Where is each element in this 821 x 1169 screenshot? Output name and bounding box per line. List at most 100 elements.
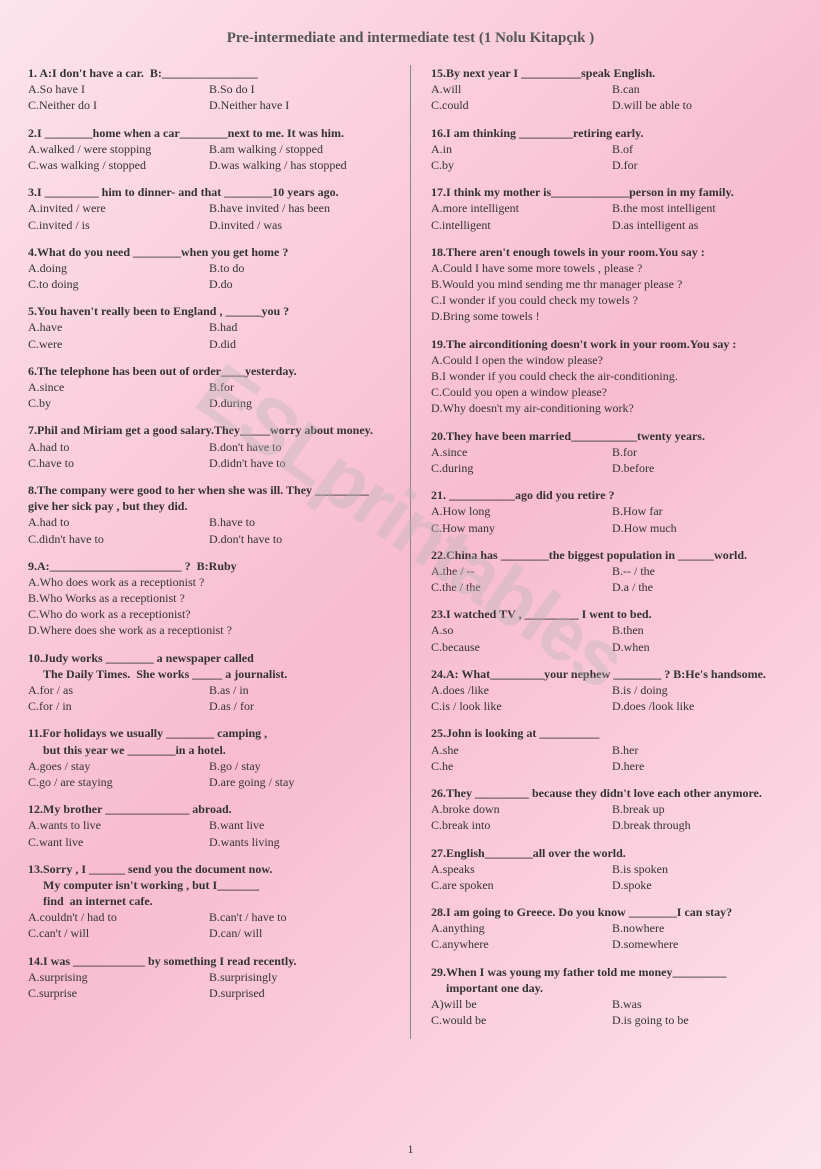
option: A.So have I (28, 81, 209, 97)
option: A.since (28, 379, 209, 395)
option: B.as / in (209, 682, 390, 698)
columns-container: 1. A:I don't have a car. B:_____________… (28, 65, 793, 1039)
option: D.invited / was (209, 217, 390, 233)
question: 18.There aren't enough towels in your ro… (431, 244, 793, 325)
option: B.then (612, 622, 793, 638)
option-row: C.becauseD.when (431, 639, 793, 655)
question: 3.I _________ him to dinner- and that __… (28, 184, 390, 233)
option: C.was walking / stopped (28, 157, 209, 173)
option: C.surprise (28, 985, 209, 1001)
option: C.Could you open a window please? (431, 384, 607, 400)
question-options: A.How longB.How farC.How manyD.How much (431, 503, 793, 535)
option-row: A.had toB.don't have to (28, 439, 390, 455)
option: D.Why doesn't my air-conditioning work? (431, 400, 634, 416)
question-stem: 3.I _________ him to dinner- and that __… (28, 184, 390, 200)
question-stem: 17.I think my mother is_____________pers… (431, 184, 793, 200)
option-row: B.Would you mind sending me thr manager … (431, 276, 793, 292)
question: 20.They have been married___________twen… (431, 428, 793, 477)
option: C.break into (431, 817, 612, 833)
option-row: B.Who Works as a receptionist ? (28, 590, 390, 606)
question-options: A.So have IB.So do IC.Neither do ID.Neit… (28, 81, 390, 113)
option: B.her (612, 742, 793, 758)
option: C.for / in (28, 698, 209, 714)
option: B.So do I (209, 81, 390, 97)
left-column: 1. A:I don't have a car. B:_____________… (28, 65, 390, 1039)
question: 17.I think my mother is_____________pers… (431, 184, 793, 233)
option: A.more intelligent (431, 200, 612, 216)
option: A.for / as (28, 682, 209, 698)
question: 11.For holidays we usually ________ camp… (28, 725, 390, 790)
option: C.to doing (28, 276, 209, 292)
option: C.didn't have to (28, 531, 209, 547)
option: A.the / -- (431, 563, 612, 579)
option-row: A.anythingB.nowhere (431, 920, 793, 936)
option-row: C.to doingD.do (28, 276, 390, 292)
option-row: A.sheB.her (431, 742, 793, 758)
option: D.wants living (209, 834, 390, 850)
question-stem: 29.When I was young my father told me mo… (431, 964, 793, 996)
option: C.are spoken (431, 877, 612, 893)
option: C.could (431, 97, 612, 113)
question-options: A.Could I open the window please?B.I won… (431, 352, 793, 417)
option-row: C.break intoD.break through (431, 817, 793, 833)
question: 29.When I was young my father told me mo… (431, 964, 793, 1029)
option: B.for (612, 444, 793, 460)
option-row: A.haveB.had (28, 319, 390, 335)
option: D.didn't have to (209, 455, 390, 471)
option-row: C.Neither do ID.Neither have I (28, 97, 390, 113)
question: 24.A: What_________your nephew ________ … (431, 666, 793, 715)
option-row: C.the / theD.a / the (431, 579, 793, 595)
question-stem: 11.For holidays we usually ________ camp… (28, 725, 390, 757)
option: A.invited / were (28, 200, 209, 216)
question: 5.You haven't really been to England , _… (28, 303, 390, 352)
option: D.for (612, 157, 793, 173)
option: A.so (431, 622, 612, 638)
option: A.goes / stay (28, 758, 209, 774)
option: D.do (209, 276, 390, 292)
option-row: A.speaksB.is spoken (431, 861, 793, 877)
option-row: C.I wonder if you could check my towels … (431, 292, 793, 308)
option: C.want live (28, 834, 209, 850)
question: 15.By next year I __________speak Englis… (431, 65, 793, 114)
question-stem: 12.My brother ______________ abroad. (28, 801, 390, 817)
option: C.he (431, 758, 612, 774)
option: B.-- / the (612, 563, 793, 579)
option: C.were (28, 336, 209, 352)
option-row: A.So have IB.So do I (28, 81, 390, 97)
question-stem: 19.The airconditioning doesn't work in y… (431, 336, 793, 352)
option-row: D.Where does she work as a receptionist … (28, 622, 390, 638)
option-row: A.does /likeB.is / doing (431, 682, 793, 698)
question: 13.Sorry , I ______ send you the documen… (28, 861, 390, 942)
option: B.surprisingly (209, 969, 390, 985)
option: B.want live (209, 817, 390, 833)
question: 26.They _________ because they didn't lo… (431, 785, 793, 834)
option-row: A.couldn't / had toB.can't / have to (28, 909, 390, 925)
option-row: C.heD.here (431, 758, 793, 774)
option: D.does /look like (612, 698, 793, 714)
question-stem: 9.A:______________________ ? B:Ruby (28, 558, 390, 574)
option-row: A.inB.of (431, 141, 793, 157)
option-row: C.intelligentD.as intelligent as (431, 217, 793, 233)
column-divider (410, 65, 411, 1039)
option-row: A.broke downB.break up (431, 801, 793, 817)
question-options: A.inB.ofC.byD.for (431, 141, 793, 173)
option-row: A.How longB.How far (431, 503, 793, 519)
option-row: A.Who does work as a receptionist ? (28, 574, 390, 590)
question-stem: 2.I ________home when a car________next … (28, 125, 390, 141)
question: 14.I was ____________ by something I rea… (28, 953, 390, 1002)
option-row: C.Could you open a window please? (431, 384, 793, 400)
option: C.by (28, 395, 209, 411)
right-column: 15.By next year I __________speak Englis… (431, 65, 793, 1039)
option: D.during (209, 395, 390, 411)
question: 22.China has ________the biggest populat… (431, 547, 793, 596)
question-options: A.haveB.hadC.wereD.did (28, 319, 390, 351)
option-row: A.sinceB.for (28, 379, 390, 395)
option: B.for (209, 379, 390, 395)
question: 8.The company were good to her when she … (28, 482, 390, 547)
option: B.had (209, 319, 390, 335)
question: 28.I am going to Greece. Do you know ___… (431, 904, 793, 953)
option: B.have to (209, 514, 390, 530)
option: A.couldn't / had to (28, 909, 209, 925)
option: D.surprised (209, 985, 390, 1001)
option: A.speaks (431, 861, 612, 877)
